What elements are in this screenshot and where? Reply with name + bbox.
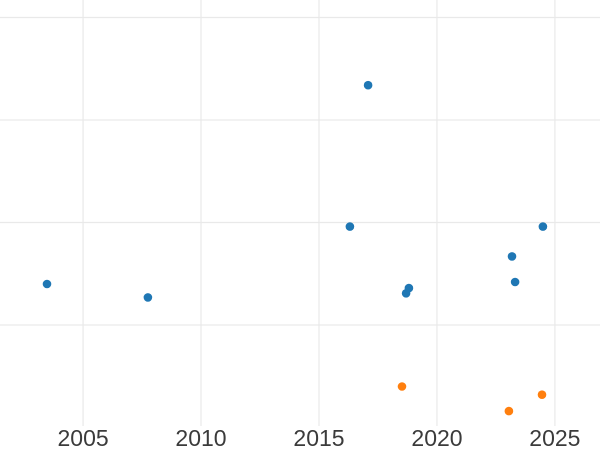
data-point-blue-series [510,277,520,287]
data-point-orange-series [537,390,547,400]
data-point-orange-series [504,406,514,416]
data-point-blue-series [143,293,153,302]
data-point-orange-series [397,382,407,391]
data-point-blue-series [507,252,517,261]
data-point-blue-series [538,222,548,231]
gridlines [0,0,600,426]
data-point-blue-series [42,279,52,289]
data-points [42,80,548,416]
data-point-blue-series [404,283,414,293]
data-point-blue-series [345,222,355,231]
data-point-blue-series [363,80,373,90]
